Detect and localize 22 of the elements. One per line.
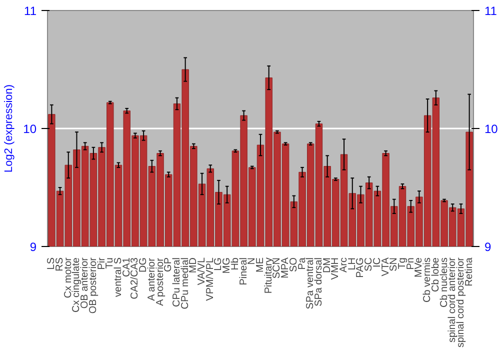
x-tick-label: Hb [230,257,241,270]
y2-tick-label: 11 [484,4,498,18]
x-tick-label: SO [288,257,300,272]
x-tick-label: A posterior [154,257,166,306]
x-tick-label: IC [372,258,383,268]
x-tick-label: ME [255,257,266,272]
y-tick-label: 11 [24,4,37,18]
y2-tick-label: 9 [484,240,492,254]
x-tick-label: SPa dorsal [313,257,324,306]
x-tick-label: Pituitary [263,258,274,294]
x-tick-label: OB posterior [88,256,99,314]
y-axis-title: Log2 (expression) [3,84,16,173]
x-tick-label: spinal cord posterior [455,256,466,348]
x-tick-label: ventral S [113,257,124,297]
x-tick-label: Cb lobe [430,257,442,292]
y-tick-label: 9 [30,240,37,254]
x-tick-label: Retina [464,257,475,286]
x-tick-label: RS [54,257,66,272]
y-tick-label: 10 [23,122,37,136]
y2-tick-label: 10 [484,122,498,136]
x-tick-label: A anterior [146,257,158,301]
x-tick-label: Tg [397,258,408,270]
